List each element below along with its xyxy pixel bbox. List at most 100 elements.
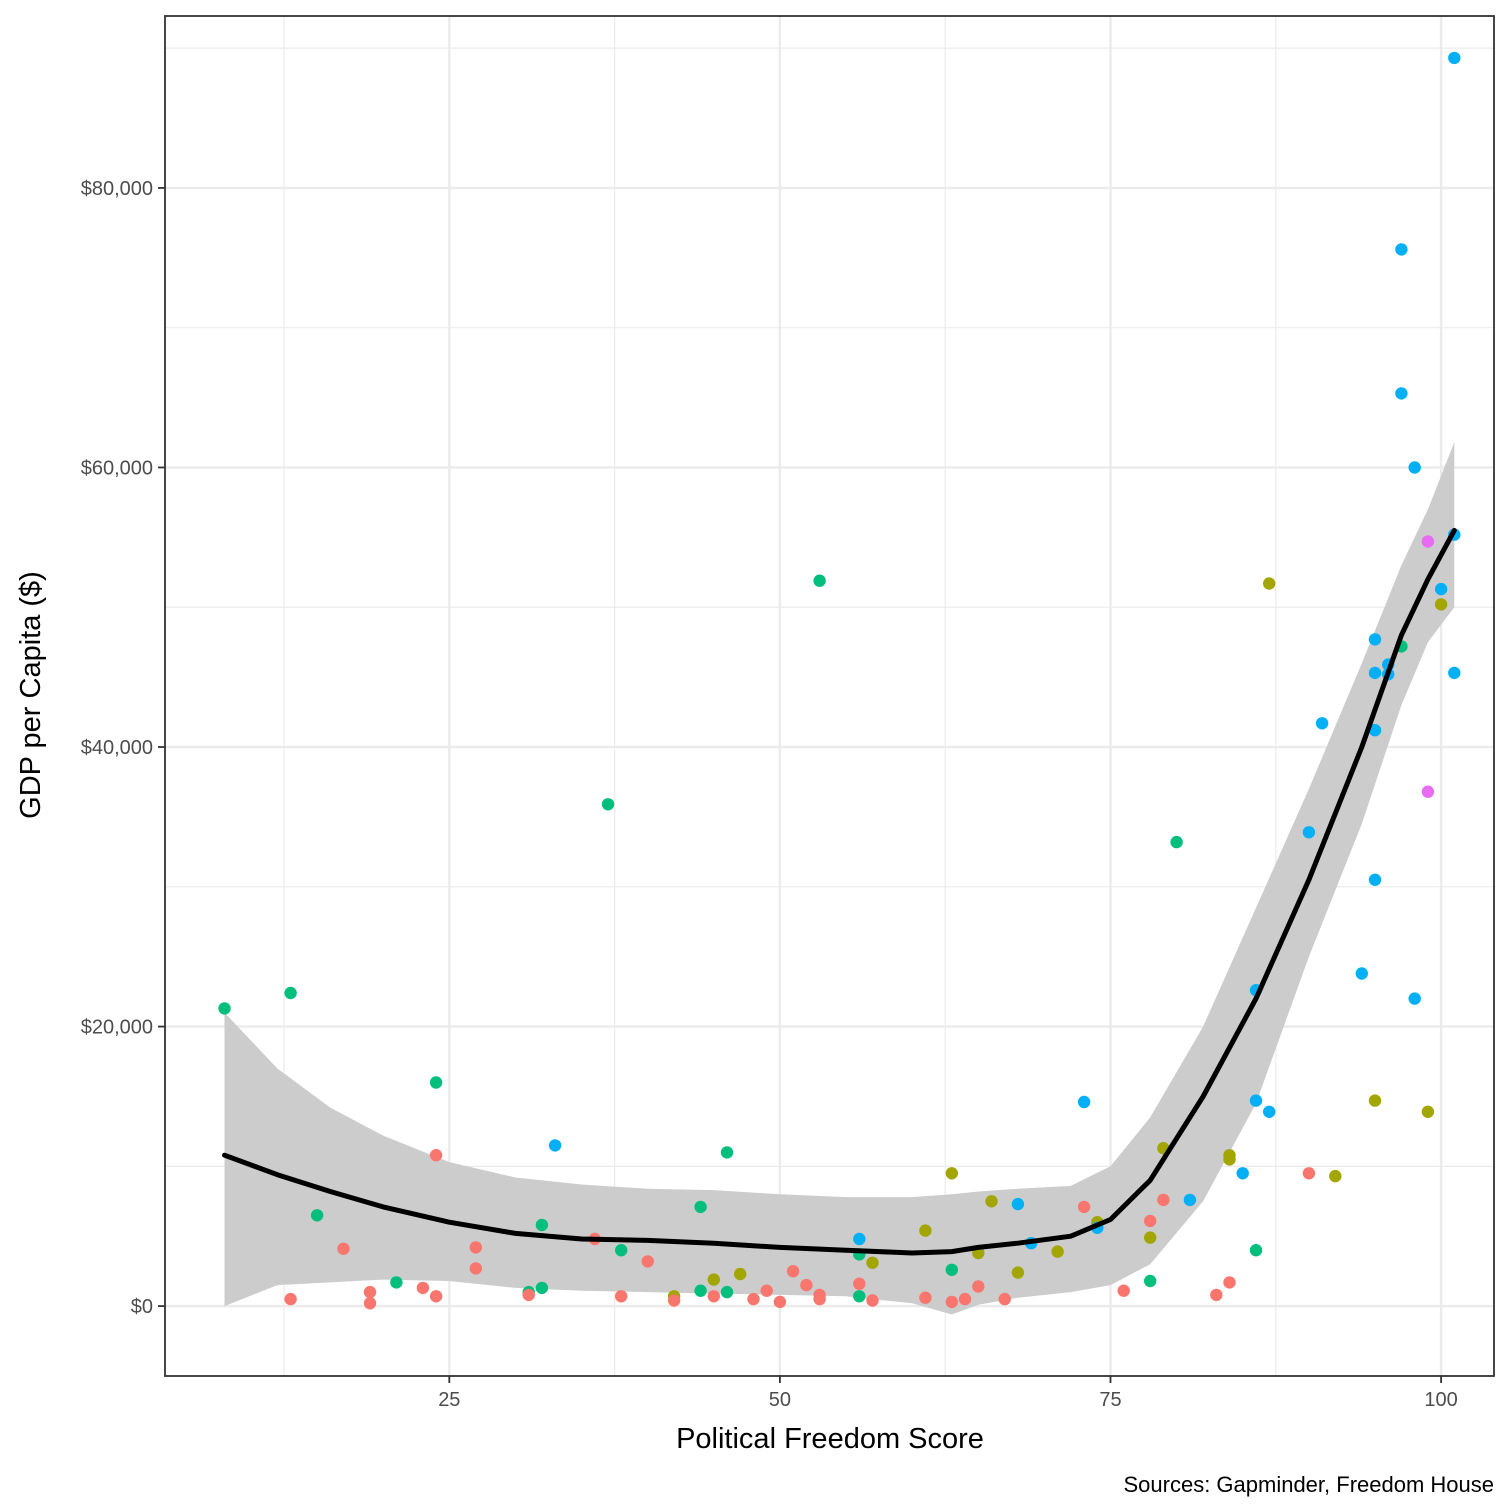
data-point [284, 1292, 297, 1306]
data-point [390, 1276, 403, 1289]
data-point [1223, 1153, 1236, 1166]
confidence-band [224, 442, 1455, 1315]
data-point [615, 1290, 628, 1303]
data-point [1368, 1094, 1382, 1107]
data-point [853, 1232, 866, 1246]
data-point [535, 1218, 549, 1232]
data-point [1011, 1197, 1025, 1211]
data-point [694, 1284, 707, 1297]
data-point [1249, 1094, 1263, 1107]
data-point [469, 1262, 482, 1275]
data-point [1144, 1274, 1157, 1288]
data-point [1329, 1169, 1342, 1183]
data-point [615, 1244, 628, 1257]
data-point [694, 1200, 707, 1214]
chart-caption: Sources: Gapminder, Freedom House [1123, 1472, 1494, 1497]
data-point [416, 1281, 430, 1295]
x-axis-title: Political Freedom Score [676, 1423, 984, 1455]
data-point [641, 1255, 654, 1268]
x-tick-label: 25 [438, 1389, 460, 1411]
data-point [958, 1292, 972, 1306]
data-point [218, 1002, 231, 1015]
data-point [310, 1209, 324, 1222]
data-point [1223, 1276, 1236, 1289]
data-point [1395, 387, 1408, 400]
smooth-trend-line [222, 527, 1457, 1256]
data-point [1434, 582, 1448, 596]
data-point [800, 1278, 813, 1292]
data-point [866, 1294, 879, 1307]
data-point [773, 1295, 787, 1309]
data-point [1249, 1244, 1263, 1257]
data-point [1210, 1288, 1223, 1302]
data-point [945, 1295, 958, 1309]
data-point [1315, 717, 1329, 730]
data-point [1117, 1284, 1130, 1297]
data-point [720, 1146, 734, 1159]
x-tick-label: 50 [769, 1389, 791, 1411]
data-point [522, 1288, 535, 1302]
data-point [853, 1277, 866, 1290]
data-point [337, 1242, 350, 1256]
y-tick-label: $20,000 [81, 1017, 153, 1039]
data-point [1368, 873, 1382, 886]
data-point [813, 574, 826, 587]
data-point [1157, 1193, 1170, 1207]
data-point [734, 1267, 747, 1281]
data-point [945, 1167, 958, 1180]
data-point [1368, 666, 1382, 680]
data-point [945, 1263, 958, 1277]
data-point [1183, 1193, 1197, 1207]
data-point [707, 1290, 720, 1303]
data-point [429, 1149, 443, 1162]
data-point [1408, 461, 1421, 474]
data-point [284, 986, 297, 1000]
data-point [1434, 598, 1448, 611]
y-tick-label: $40,000 [81, 737, 153, 759]
data-point [429, 1290, 443, 1303]
x-axis-ticks: 25 50 75 100 [438, 1376, 1458, 1411]
data-point [1355, 967, 1369, 980]
data-point [1368, 724, 1382, 737]
panel-border [164, 15, 1495, 1377]
data-point [1368, 633, 1382, 646]
minor-gridlines [165, 16, 1494, 1376]
major-gridlines [165, 16, 1494, 1376]
y-tick-label: $80,000 [81, 178, 153, 200]
data-point [747, 1292, 760, 1306]
data-point [548, 1139, 562, 1152]
data-point [1421, 785, 1435, 798]
data-point [720, 1285, 734, 1299]
y-tick-label: $0 [131, 1296, 153, 1318]
data-point [1408, 992, 1421, 1005]
data-point [853, 1290, 866, 1303]
data-point [760, 1284, 773, 1297]
data-point [1144, 1231, 1157, 1244]
data-point [363, 1297, 377, 1310]
x-tick-label: 75 [1099, 1389, 1121, 1411]
y-axis-ticks: $0 $20,000 $40,000 $60,000 $80,000 [81, 178, 165, 1318]
data-point [601, 798, 615, 811]
data-point [1448, 666, 1461, 680]
data-point [1302, 826, 1316, 839]
data-point [363, 1285, 377, 1299]
data-point [429, 1076, 443, 1089]
data-point [813, 1292, 826, 1306]
data-point [1421, 1105, 1435, 1119]
data-point [998, 1292, 1011, 1306]
data-point [1236, 1167, 1249, 1180]
data-point [1395, 243, 1408, 256]
data-point [1263, 1105, 1276, 1119]
data-point [1421, 535, 1435, 548]
data-point [1448, 51, 1461, 65]
data-point [866, 1256, 879, 1270]
data-point [1144, 1214, 1157, 1228]
data-point [1077, 1095, 1091, 1109]
data-point [919, 1291, 932, 1304]
x-tick-label: 100 [1424, 1389, 1457, 1411]
data-point [535, 1281, 549, 1295]
data-point [919, 1224, 932, 1237]
data-point [469, 1241, 482, 1254]
data-point [1170, 835, 1183, 849]
